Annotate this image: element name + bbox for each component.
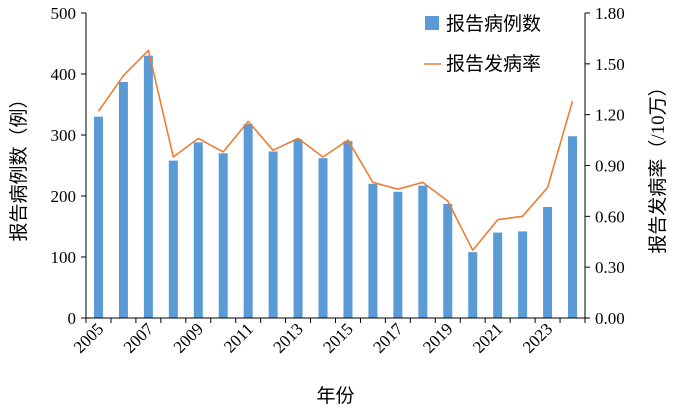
bar-2023	[543, 206, 553, 318]
bar-2013	[293, 139, 303, 318]
legend-line-label: 报告发病率	[446, 53, 541, 75]
x-tick-label: 2015	[319, 319, 356, 356]
bar-2021	[493, 232, 503, 318]
bar-2006	[118, 81, 128, 319]
bar-2007	[143, 55, 153, 318]
left-tick-label: 0	[68, 309, 77, 328]
x-tick-label: 2023	[519, 319, 556, 356]
right-y-axis-title: 报告发病率（/10万）	[647, 77, 669, 253]
left-y-axis-title: 报告病例数（例）	[8, 89, 30, 241]
bar-2022	[518, 231, 528, 318]
bar-2008	[168, 160, 178, 318]
x-axis-title: 年份	[316, 385, 354, 407]
left-tick-label: 500	[51, 4, 77, 23]
right-tick-label: 0.60	[595, 207, 625, 226]
bar-2020	[468, 252, 478, 318]
bar-2024	[568, 136, 578, 318]
bar-2016	[368, 183, 378, 318]
bar-2019	[443, 203, 453, 318]
bar-2017	[393, 191, 403, 318]
x-tick-label: 2013	[269, 319, 306, 356]
x-tick-label: 2017	[369, 319, 407, 357]
legend: 报告病例数 报告发病率	[424, 13, 541, 75]
left-tick-label: 200	[51, 187, 77, 206]
x-tick-label: 2007	[120, 319, 158, 357]
right-tick-label: 0.90	[595, 157, 625, 176]
x-tick-label: 2019	[419, 319, 456, 356]
bar-2010	[218, 153, 228, 318]
right-tick-label: 0.00	[595, 309, 625, 328]
right-tick-label: 0.30	[595, 258, 625, 277]
right-tick-label: 1.20	[595, 106, 625, 125]
legend-bar-swatch	[425, 16, 439, 30]
legend-bar-label: 报告病例数	[446, 13, 541, 35]
line-series	[97, 49, 574, 251]
bar-2018	[418, 185, 428, 318]
x-tick-label: 2009	[170, 319, 207, 356]
bar-2009	[193, 142, 203, 318]
bar-2005	[93, 116, 103, 318]
bar-2012	[268, 151, 278, 318]
bar-2014	[318, 158, 328, 318]
bar-2011	[243, 124, 253, 319]
rate-line	[97, 49, 574, 251]
right-tick-label: 1.50	[595, 55, 625, 74]
bar-series	[93, 55, 578, 319]
left-tick-label: 100	[51, 248, 77, 267]
left-tick-label: 400	[51, 65, 77, 84]
bar-2015	[343, 141, 353, 318]
x-tick-label: 2021	[469, 319, 506, 356]
left-tick-label: 300	[51, 126, 77, 145]
x-tick-label: 2011	[220, 319, 257, 356]
right-tick-label: 1.80	[595, 4, 625, 23]
